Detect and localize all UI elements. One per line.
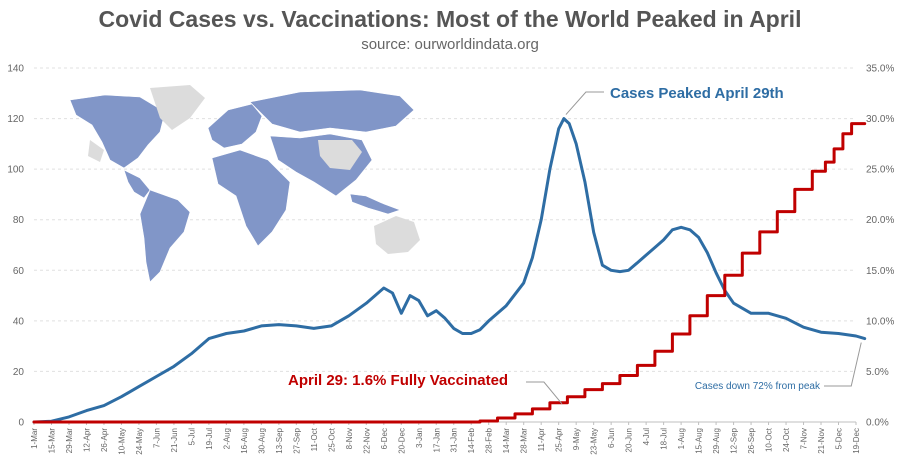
x-tick-label: 26-Apr	[100, 428, 109, 452]
y-axis-right: 0.0% 5.0% 10.0% 15.0% 20.0% 25.0% 30.0% 35.0%	[866, 64, 894, 429]
x-tick-label: 28-Mar	[520, 428, 529, 454]
x-tick-label: 15-Mar	[47, 428, 56, 454]
peak-annotation: Cases Peaked April 29th	[610, 85, 784, 102]
x-tick-label: 6-Jun	[607, 428, 616, 448]
y-tick-label-right: 25.0%	[866, 165, 894, 176]
y-tick-label-left: 60	[13, 266, 25, 277]
x-tick-label: 15-Aug	[695, 428, 704, 454]
y-tick-label-left: 80	[13, 215, 25, 226]
x-tick-label: 10-Oct	[765, 427, 774, 452]
y-tick-label-left: 40	[13, 316, 25, 327]
x-tick-label: 23-May	[590, 428, 599, 455]
x-tick-label: 13-Sep	[275, 427, 284, 453]
y-tick-label-right: 15.0%	[866, 266, 894, 277]
x-tick-label: 25-Apr	[555, 428, 564, 452]
y-tick-label-right: 35.0%	[866, 64, 894, 75]
x-tick-label: 28-Feb	[485, 427, 494, 453]
x-tick-label: 20-Jun	[625, 428, 634, 452]
x-tick-label: 31-Jan	[450, 428, 459, 452]
x-tick-label: 5-Dec	[835, 428, 844, 449]
vaccinated-line	[32, 122, 867, 424]
x-tick-label: 5-Jul	[187, 428, 196, 446]
x-tick-label: 14-Mar	[502, 428, 511, 454]
y-tick-label-left: 0	[18, 418, 24, 429]
chart-title: Covid Cases vs. Vaccinations: Most of th…	[98, 6, 802, 32]
x-tick-label: 14-Feb	[467, 427, 476, 453]
x-tick-label: 19-Jul	[205, 428, 214, 450]
x-axis: 1-Mar 15-Mar 29-Mar 12-Apr 26-Apr 10-May 24-Ma…	[30, 421, 861, 455]
x-tick-label: 7-Jun	[152, 428, 161, 448]
x-tick-label: 22-Nov	[362, 428, 371, 454]
x-tick-label: 25-Oct	[327, 427, 336, 452]
x-tick-label: 18-Jul	[660, 428, 669, 450]
x-tick-label: 19-Dec	[852, 428, 861, 454]
x-tick-label: 11-Oct	[310, 427, 319, 451]
x-tick-label: 3-Jan	[415, 428, 424, 448]
y-axis-left: 0 20 40 60 80 100 120 140	[7, 64, 24, 429]
y-tick-label-right: 10.0%	[866, 316, 894, 327]
cases-line	[32, 117, 867, 424]
x-tick-label: 24-Oct	[782, 427, 791, 452]
x-tick-label: 20-Dec	[397, 428, 406, 454]
x-tick-label: 1-Mar	[30, 428, 39, 449]
y-tick-label-right: 5.0%	[866, 367, 889, 378]
x-tick-label: 21-Nov	[817, 428, 826, 454]
peak-leader-line	[565, 91, 604, 115]
y-tick-label-left: 140	[7, 64, 24, 75]
gridlines	[34, 67, 856, 372]
x-tick-label: 9-May	[572, 428, 581, 450]
x-tick-label: 17-Jan	[432, 428, 441, 452]
x-tick-label: 26-Sep	[747, 427, 756, 453]
vaccinated-annotation: April 29: 1.6% Fully Vaccinated	[288, 372, 508, 389]
vaccinated-leader-line	[526, 381, 563, 405]
chart-subtitle: source: ourworldindata.org	[361, 36, 539, 53]
series-layer	[32, 117, 867, 424]
x-tick-label: 2-Aug	[222, 428, 231, 449]
x-tick-label: 29-Aug	[712, 428, 721, 454]
y-tick-label-right: 0.0%	[866, 418, 889, 429]
x-tick-label: 24-May	[135, 428, 144, 455]
x-tick-label: 12-Sep	[730, 427, 739, 453]
x-tick-label: 4-Jul	[642, 428, 651, 446]
y-tick-label-left: 20	[13, 367, 25, 378]
x-tick-label: 10-May	[117, 428, 126, 455]
x-tick-label: 16-Aug	[240, 428, 249, 454]
end-leader-line	[824, 342, 862, 387]
x-tick-label: 30-Aug	[257, 428, 266, 454]
x-tick-label: 1-Aug	[677, 428, 686, 449]
x-tick-label: 21-Jun	[170, 428, 179, 452]
y-tick-label-left: 100	[7, 165, 24, 176]
x-tick-label: 27-Sep	[292, 427, 301, 453]
world-map-icon	[69, 85, 420, 283]
x-tick-label: 11-Apr	[537, 428, 546, 452]
x-tick-label: 12-Apr	[82, 428, 91, 452]
y-tick-label-left: 120	[7, 114, 24, 125]
x-tick-label: 6-Dec	[380, 428, 389, 449]
x-tick-label: 7-Nov	[800, 428, 809, 449]
x-tick-label: 8-Nov	[345, 428, 354, 449]
y-tick-label-right: 30.0%	[866, 114, 894, 125]
annotations: Cases Peaked April 29th April 29: 1.6% Fu…	[288, 85, 862, 405]
end-annotation: Cases down 72% from peak	[695, 381, 821, 392]
y-tick-label-right: 20.0%	[866, 215, 894, 226]
x-tick-label: 29-Mar	[65, 428, 74, 454]
